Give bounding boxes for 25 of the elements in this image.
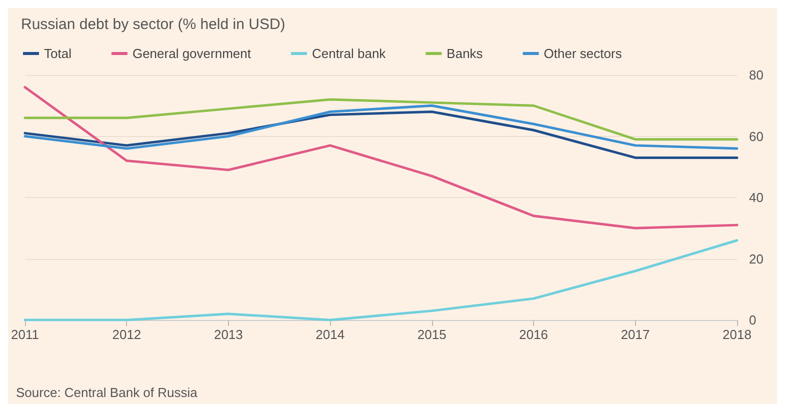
legend-label: General government: [132, 46, 252, 61]
line-series: [24, 110, 738, 159]
x-tick-label: 2016: [519, 327, 548, 342]
legend-label: Total: [44, 46, 72, 61]
legend-label: Banks: [446, 46, 484, 61]
x-tick-label: 2014: [316, 327, 345, 342]
x-tick-label: 2015: [417, 327, 446, 342]
line-series: [24, 239, 738, 322]
source-note: Source: Central Bank of Russia: [16, 385, 198, 400]
y-tick-label: 60: [749, 128, 764, 144]
legend-label: Central bank: [312, 46, 386, 61]
legend-label: Other sectors: [544, 46, 622, 61]
line-series: [24, 104, 738, 150]
y-tick-label: 40: [749, 190, 764, 205]
y-tick-label: 80: [749, 68, 764, 82]
x-tick-label: 2018: [722, 327, 752, 342]
x-tick-label: 2013: [214, 327, 243, 342]
y-tick-label: 0: [749, 312, 756, 328]
x-tick-label: 2011: [10, 327, 39, 342]
x-tick-label: 2017: [620, 327, 650, 342]
x-tick-label: 2012: [112, 327, 142, 342]
y-tick-label: 20: [749, 251, 764, 266]
chart-title: Russian debt by sector (% held in USD): [21, 16, 286, 33]
line-series: [24, 86, 738, 230]
line-series: [24, 98, 738, 141]
